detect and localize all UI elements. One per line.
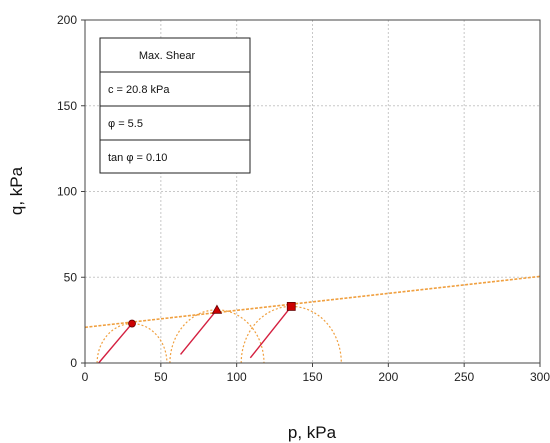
x-tick-label: 50 bbox=[154, 370, 168, 384]
x-tick-label: 0 bbox=[82, 370, 89, 384]
x-tick-label: 100 bbox=[227, 370, 247, 384]
legend-cohesion: c = 20.8 kPa bbox=[108, 84, 170, 96]
point-square bbox=[286, 302, 296, 311]
y-tick-label: 150 bbox=[57, 99, 77, 113]
legend-box: Max. Shear c = 20.8 kPa φ = 5.5 tan φ = … bbox=[99, 37, 251, 174]
x-tick-label: 300 bbox=[530, 370, 550, 384]
mohr-circle bbox=[169, 309, 265, 363]
point-circle bbox=[128, 319, 136, 328]
point-triangle bbox=[211, 304, 223, 314]
legend-tan-phi: tan φ = 0.10 bbox=[108, 152, 167, 164]
y-tick-label: 100 bbox=[57, 185, 77, 199]
mohr-circle bbox=[96, 322, 168, 363]
x-tick-label: 250 bbox=[454, 370, 474, 384]
legend-friction-angle: φ = 5.5 bbox=[108, 118, 143, 130]
stress-paths bbox=[98, 305, 292, 364]
legend-title: Max. Shear bbox=[139, 50, 196, 62]
mohr-circle bbox=[240, 305, 342, 363]
y-tick-label: 50 bbox=[64, 270, 78, 284]
mohr-circles bbox=[96, 305, 342, 363]
y-tick-label: 0 bbox=[70, 356, 77, 370]
x-tick-label: 150 bbox=[302, 370, 322, 384]
x-tick-label: 200 bbox=[378, 370, 398, 384]
stress-path bbox=[249, 305, 292, 359]
tick-labels: 0 50 100 150 200 250 300 0 50 100 150 200 bbox=[57, 13, 550, 384]
y-tick-label: 200 bbox=[57, 13, 77, 27]
stress-path bbox=[180, 309, 218, 355]
stress-path bbox=[98, 323, 133, 364]
x-axis-title: p, kPa bbox=[288, 423, 337, 442]
y-axis-title: q, kPa bbox=[7, 166, 26, 215]
data-points bbox=[128, 302, 296, 328]
